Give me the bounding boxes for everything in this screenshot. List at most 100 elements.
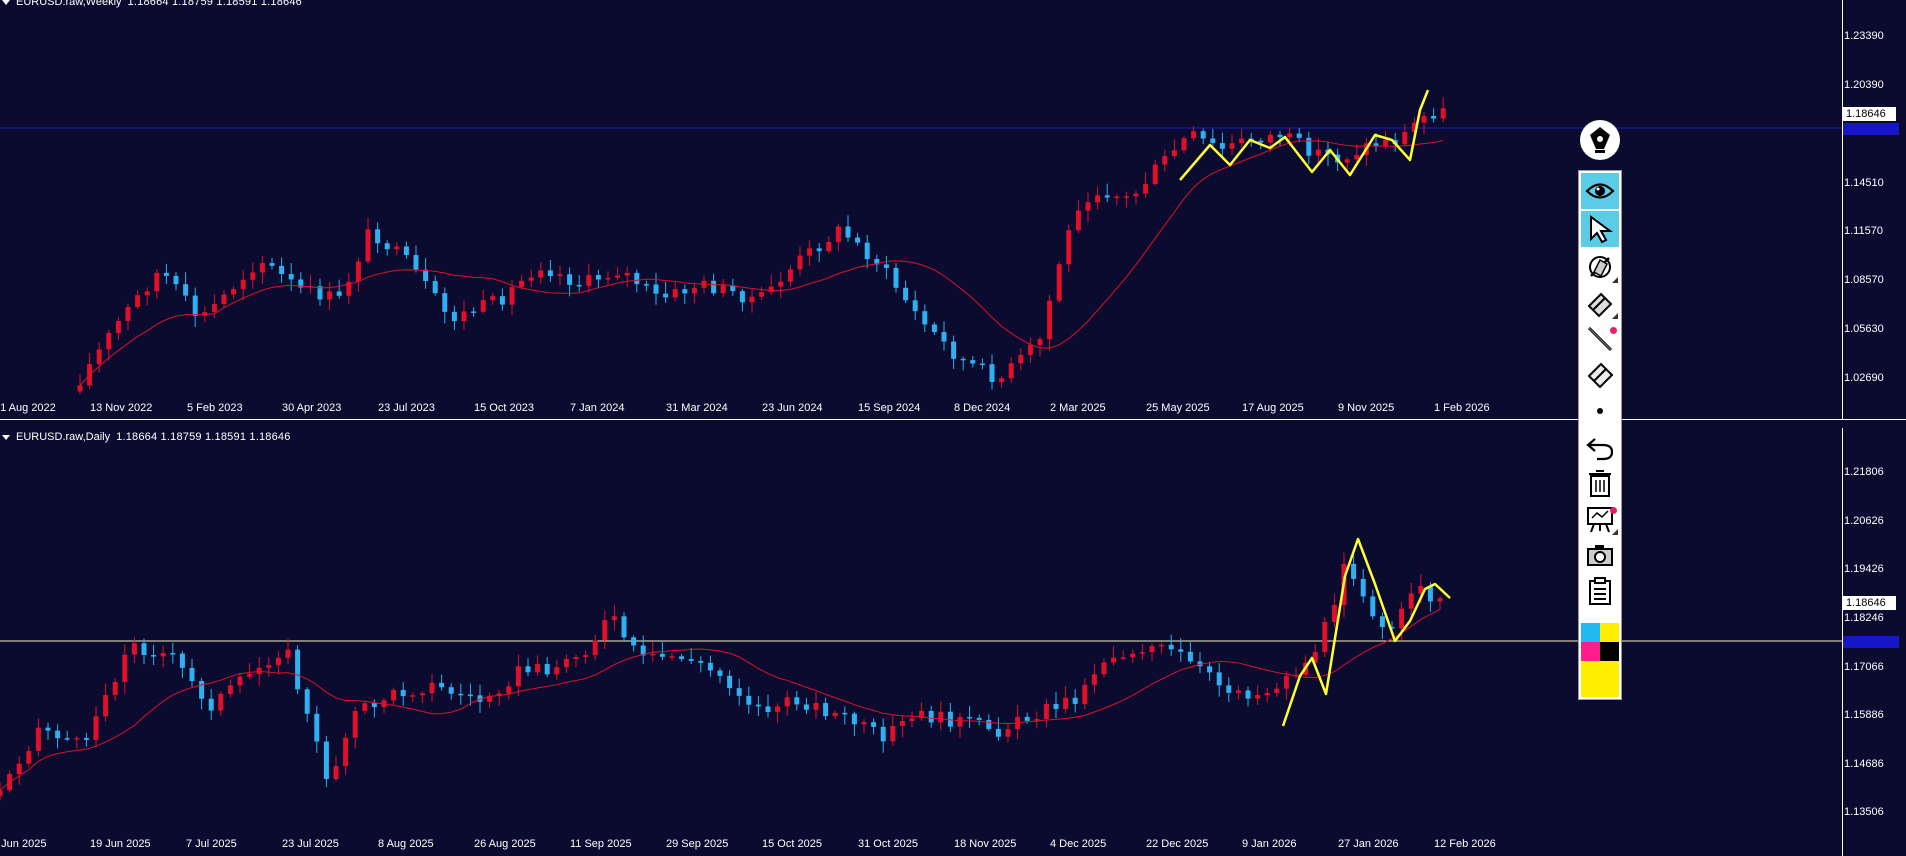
weekly-candle xyxy=(1440,97,1446,123)
trash-button[interactable] xyxy=(1581,465,1619,501)
camera-button[interactable] xyxy=(1581,537,1619,573)
daily-candle xyxy=(928,705,934,728)
clipboard-button[interactable] xyxy=(1581,573,1619,609)
collapse-triangle-icon[interactable] xyxy=(2,0,10,5)
weekly-candle xyxy=(912,290,918,321)
daily-candle xyxy=(1331,593,1337,628)
daily-candle xyxy=(631,635,637,652)
eraser-mode-button[interactable] xyxy=(1581,249,1619,285)
daily-candle xyxy=(103,683,109,722)
color-swatch-yellow[interactable] xyxy=(1600,623,1619,642)
daily-chart-pane[interactable]: EURUSD.raw,Daily 1.18664 1.18759 1.18591… xyxy=(0,426,1906,856)
weekly-candle xyxy=(317,278,323,306)
daily-candle xyxy=(515,654,521,696)
weekly-candle xyxy=(163,263,169,284)
weekly-candle xyxy=(1104,183,1110,203)
daily-candle xyxy=(1178,637,1184,662)
daily-candle xyxy=(218,691,224,717)
cursor-tool-button[interactable] xyxy=(1581,211,1619,247)
daily-price-axis[interactable] xyxy=(1842,428,1906,856)
daily-date-label-3: 23 Jul 2025 xyxy=(282,838,339,850)
eye-tool-button[interactable] xyxy=(1581,173,1619,209)
daily-candle xyxy=(1187,642,1193,664)
dot-size-button[interactable] xyxy=(1581,393,1619,429)
weekly-candle xyxy=(595,269,601,289)
weekly-candle xyxy=(1162,149,1168,172)
daily-candle xyxy=(736,678,742,706)
daily-price-plot[interactable] xyxy=(0,426,1842,836)
weekly-candle xyxy=(461,300,467,330)
weekly-price-label-3: 1.11570 xyxy=(1844,225,1883,237)
eraser-tool-button[interactable] xyxy=(1581,357,1619,393)
color-swatch-magenta[interactable] xyxy=(1581,642,1600,661)
current-color-swatch[interactable] xyxy=(1581,661,1619,697)
weekly-symbol-label: EURUSD.raw,Weekly xyxy=(16,0,122,8)
weekly-candle xyxy=(778,271,784,299)
daily-date-label-6: 11 Sep 2025 xyxy=(570,838,632,850)
weekly-candle xyxy=(1152,159,1158,187)
weekly-candle xyxy=(1181,135,1187,154)
weekly-candle xyxy=(1056,261,1062,304)
collapse-triangle-icon[interactable] xyxy=(2,434,10,440)
weekly-candle xyxy=(1037,336,1043,357)
weekly-candle xyxy=(1075,200,1081,234)
weekly-candle xyxy=(1402,124,1408,147)
highlighter-tool-button[interactable] xyxy=(1581,285,1619,321)
weekly-price-plot[interactable] xyxy=(0,0,1842,400)
drawing-toolbar xyxy=(1578,170,1622,700)
weekly-candle xyxy=(835,223,841,251)
daily-candle xyxy=(1082,678,1088,710)
color-swatch-cyan[interactable] xyxy=(1581,623,1600,642)
daily-candle xyxy=(285,638,291,665)
daily-candle xyxy=(1216,663,1222,697)
daily-price-label-1: 1.20626 xyxy=(1844,515,1884,527)
daily-date-label-9: 31 Oct 2025 xyxy=(858,838,918,850)
daily-candle xyxy=(1226,677,1232,703)
daily-candle xyxy=(1072,689,1078,713)
weekly-candle xyxy=(106,329,112,361)
weekly-candle xyxy=(970,356,976,368)
presentation-button[interactable] xyxy=(1581,501,1619,537)
daily-freehand-drawing[interactable] xyxy=(1281,537,1451,727)
line-tool-button[interactable] xyxy=(1581,321,1619,357)
weekly-candle xyxy=(557,265,563,286)
daily-price-label-0: 1.21806 xyxy=(1844,466,1884,478)
cursor-icon xyxy=(1590,215,1614,244)
weekly-candle xyxy=(643,280,649,292)
weekly-candle xyxy=(442,287,448,324)
daily-chart-header: EURUSD.raw,Daily 1.18664 1.18759 1.18591… xyxy=(2,431,291,443)
daily-candle xyxy=(1255,685,1261,706)
weekly-chart-pane[interactable]: EURUSD.raw,Weekly 1.18664 1.18759 1.1859… xyxy=(0,0,1906,419)
daily-candle xyxy=(323,735,329,788)
weekly-candle xyxy=(451,305,457,331)
weekly-price-axis[interactable] xyxy=(1842,0,1906,419)
daily-candle xyxy=(343,733,349,775)
daily-candle xyxy=(83,732,89,747)
daily-candle xyxy=(1370,589,1376,620)
color-swatch-black[interactable] xyxy=(1600,642,1619,661)
daily-candle xyxy=(419,691,425,703)
weekly-candle xyxy=(797,246,803,276)
weekly-moving-average-line xyxy=(79,140,1444,386)
weekly-candle xyxy=(576,275,582,292)
daily-candle xyxy=(477,684,483,713)
weekly-candle xyxy=(605,271,611,286)
undo-button[interactable] xyxy=(1581,429,1619,465)
daily-candle xyxy=(1130,649,1136,664)
weekly-freehand-drawing[interactable] xyxy=(1179,89,1430,181)
weekly-candle xyxy=(1047,294,1053,351)
daily-candle xyxy=(1274,682,1280,697)
daily-candle xyxy=(535,655,541,676)
daily-date-label-7: 29 Sep 2025 xyxy=(666,838,729,850)
pen-tool-button[interactable] xyxy=(1580,120,1620,160)
daily-candle xyxy=(880,718,886,753)
pane-separator[interactable] xyxy=(0,419,1906,426)
daily-candle xyxy=(362,700,368,715)
weekly-date-label-2: 5 Feb 2023 xyxy=(187,402,243,414)
weekly-candle xyxy=(173,272,179,291)
weekly-date-label-4: 23 Jul 2023 xyxy=(378,402,435,414)
daily-candle xyxy=(823,697,829,721)
weekly-candle xyxy=(336,279,342,299)
weekly-candle xyxy=(855,232,861,246)
weekly-candle xyxy=(269,257,275,270)
